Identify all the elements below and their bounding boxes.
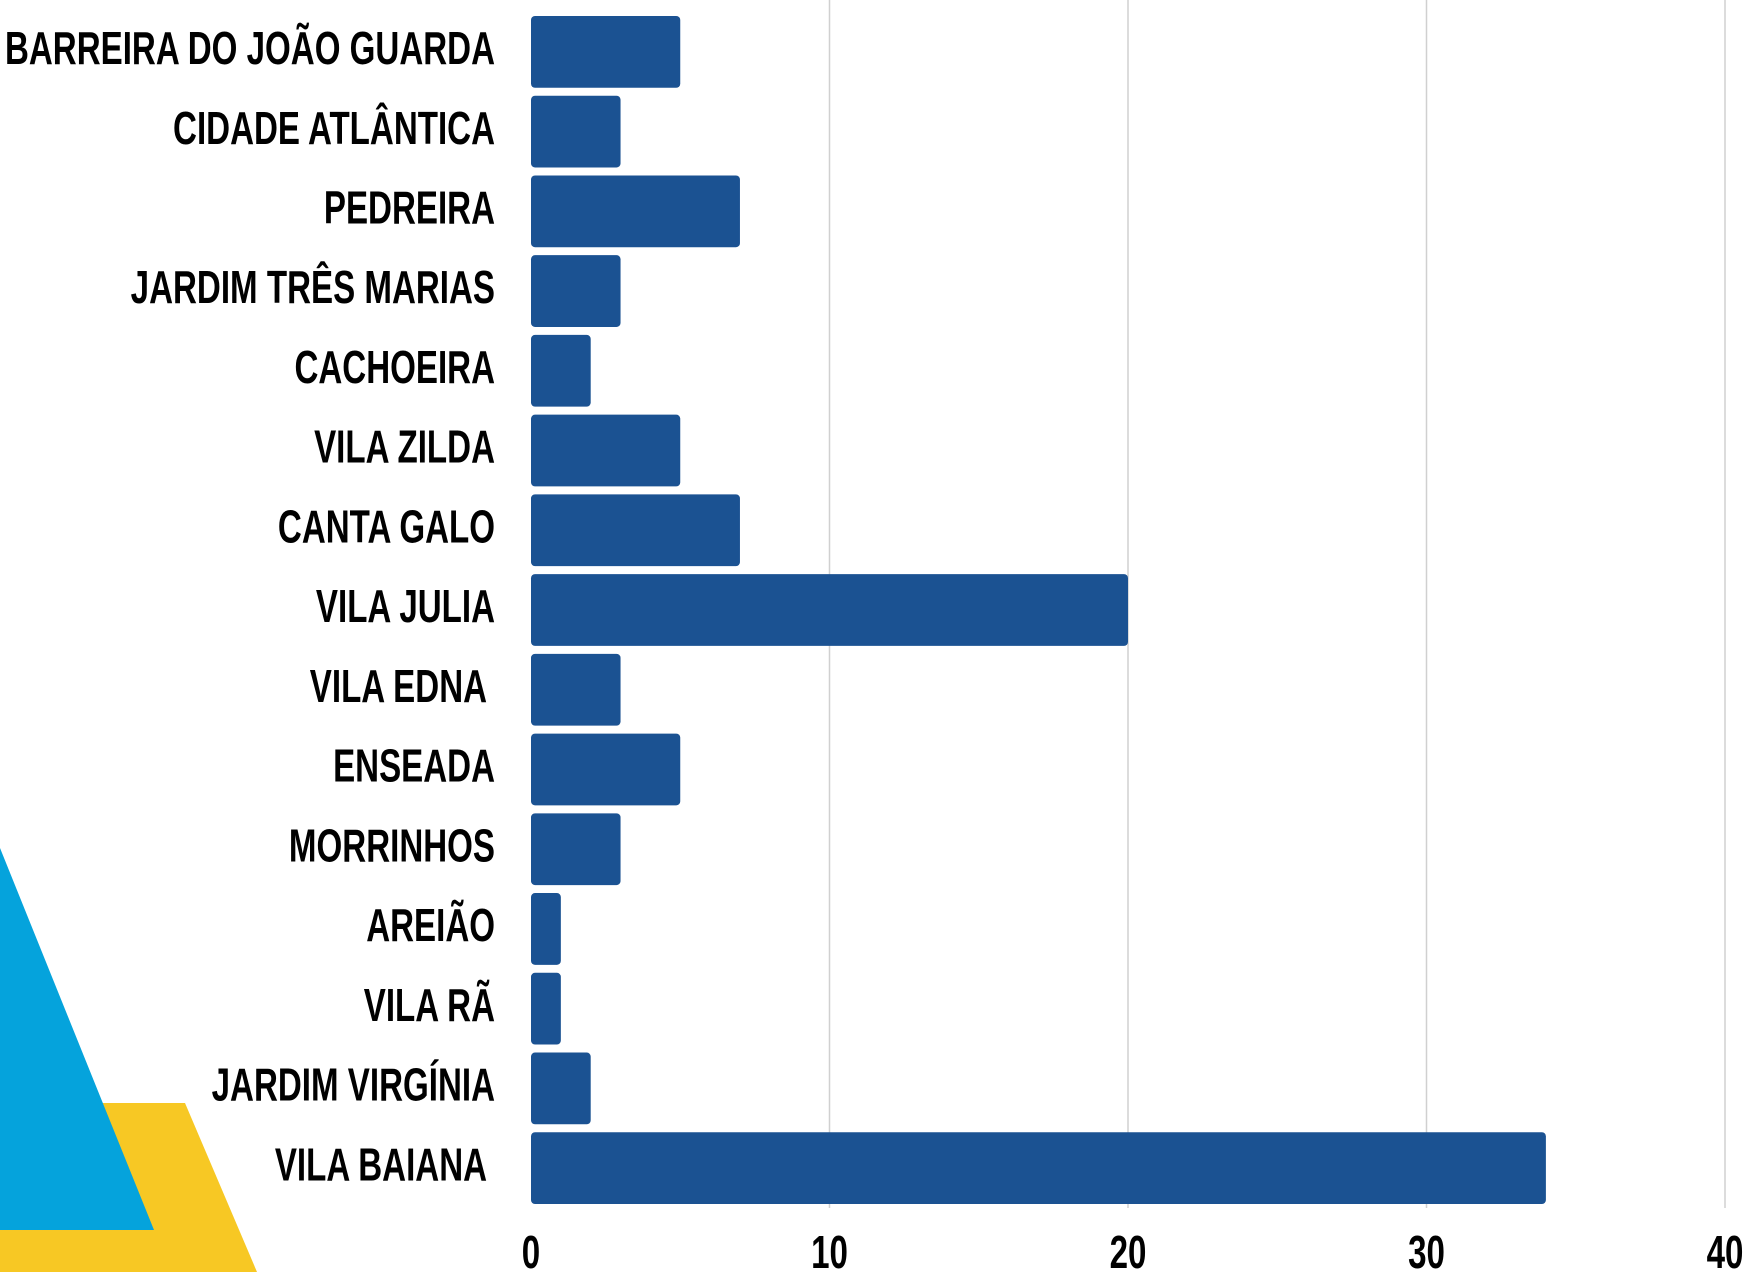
bar xyxy=(531,813,621,886)
bar xyxy=(531,1052,591,1125)
y-tick-label: CANTA GALO xyxy=(278,502,495,552)
bar xyxy=(531,175,740,248)
x-tick-label: 0 xyxy=(522,1228,540,1272)
bar xyxy=(531,893,561,965)
bar xyxy=(531,653,621,726)
bar xyxy=(531,255,621,327)
y-tick-label: JARDIM TRÊS MARIAS xyxy=(131,261,495,314)
y-tick-label: VILA EDNA xyxy=(310,662,495,712)
bar xyxy=(531,1132,1546,1205)
bar xyxy=(531,494,740,567)
bar xyxy=(531,334,591,407)
x-tick-label: 40 xyxy=(1707,1228,1744,1272)
bar xyxy=(531,574,1128,646)
y-tick-label: VILA JULIA xyxy=(316,582,495,632)
x-tick-label: 30 xyxy=(1408,1228,1445,1272)
y-tick-label: CACHOEIRA xyxy=(294,343,495,393)
y-tick-label: PEDREIRA xyxy=(324,183,495,233)
bar xyxy=(531,95,621,168)
y-tick-label: VILA RÃ xyxy=(364,978,495,1031)
x-tick-label: 10 xyxy=(811,1228,848,1272)
bar xyxy=(531,414,681,487)
bar xyxy=(531,733,681,806)
bar xyxy=(531,15,681,88)
y-tick-label: JARDIM VIRGÍNIA xyxy=(212,1059,495,1111)
y-tick-label: CIDADE ATLÂNTICA xyxy=(173,101,495,154)
decoration-blue xyxy=(0,848,154,1230)
x-tick-label: 20 xyxy=(1110,1228,1147,1272)
bar xyxy=(531,972,561,1045)
y-tick-label: MORRINHOS xyxy=(289,821,495,871)
y-tick-label: ENSEADA xyxy=(333,741,495,791)
y-tick-label: BARREIRA DO JOÃO GUARDA xyxy=(5,22,495,75)
y-tick-label: VILA BAIANA xyxy=(275,1140,495,1190)
y-tick-label: VILA ZILDA xyxy=(314,423,495,473)
y-tick-label: AREIÃO xyxy=(366,899,495,952)
